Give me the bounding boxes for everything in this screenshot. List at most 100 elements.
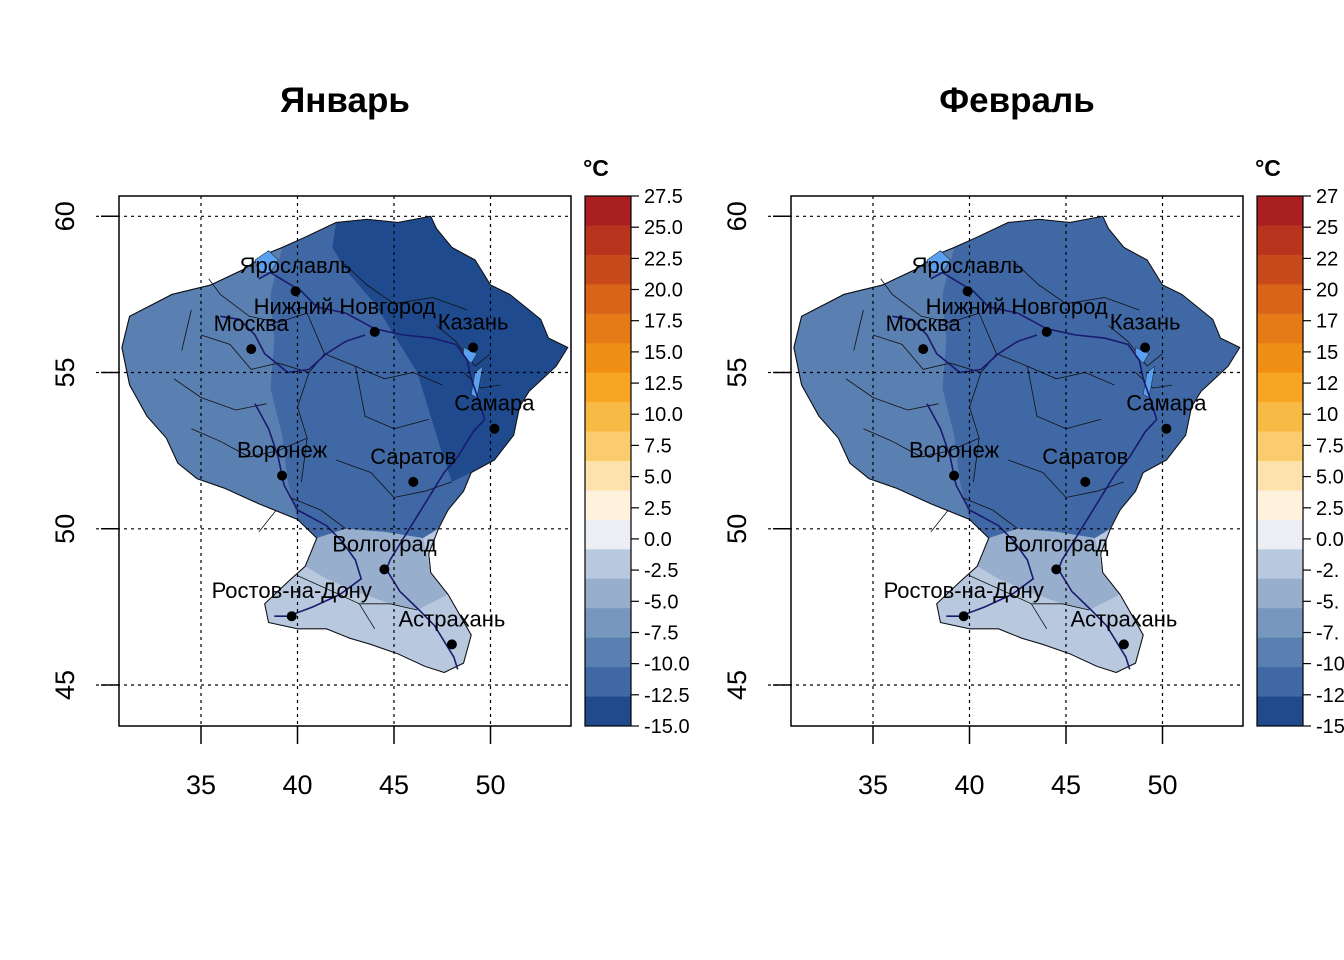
legend-swatch [1257, 402, 1303, 433]
city-marker [958, 611, 969, 622]
city-marker [369, 326, 380, 337]
city-label: Воронеж [909, 438, 1000, 463]
plot-frame [790, 195, 1244, 727]
legend-swatch [585, 254, 631, 285]
admin-border [969, 575, 1048, 630]
admin-border [1031, 603, 1090, 611]
y-tick-label: 50 [50, 514, 80, 544]
legend-tick-label: 0.0 [1316, 529, 1344, 551]
legend-tick-label: 27.5 [644, 186, 683, 208]
color-legend: 27.5 25.0 22.5 20.0 17.5 15.0 12.5 10.0 7.5 5.0 2.… [584, 186, 690, 738]
admin-border [969, 312, 997, 482]
x-tick-label: 45 [379, 770, 409, 800]
legend-tick-label: 10 [1316, 404, 1338, 426]
legend-tick-label: -2. [1316, 560, 1339, 582]
city-marker [1161, 423, 1172, 434]
region-south-mid [305, 528, 448, 610]
admin-border [872, 334, 982, 373]
admin-border [173, 378, 267, 411]
legend-tick-label: -2.5 [644, 560, 678, 582]
y-tick-label: 50 [722, 514, 752, 544]
admin-border [1135, 372, 1173, 389]
city-marker [962, 286, 973, 297]
legend-swatch [1257, 490, 1303, 521]
legend-tick-label: 20 [1316, 280, 1338, 302]
admin-border [845, 378, 939, 411]
legend-swatch [585, 519, 631, 550]
legend-tick-label: 22.5 [644, 248, 683, 270]
city-label: Москва [886, 311, 962, 336]
plot-frame [118, 195, 572, 727]
admin-border [853, 309, 864, 351]
legend-tick-label: 15 [1316, 342, 1338, 364]
y-tick-label: 45 [50, 670, 80, 700]
city-label: Волгоград [332, 531, 437, 556]
legend-swatch [1257, 284, 1303, 315]
map-area [121, 215, 569, 674]
legend-swatch [1257, 549, 1303, 580]
river [926, 403, 1035, 618]
city-marker [1080, 476, 1091, 487]
city-label: Самара [454, 391, 535, 416]
legend-swatch [1257, 696, 1303, 727]
legend-swatch [585, 196, 631, 226]
legend-swatch [1257, 461, 1303, 491]
legend-swatch [585, 696, 631, 727]
map-panel-february: Февраль 35 40 45 50 45 50 55 60 Ярославль Нижний… [722, 81, 1344, 800]
legend-swatch [585, 549, 631, 580]
legend-tick-label: 25.0 [644, 217, 683, 239]
city-label: Нижний Новгород [926, 294, 1108, 319]
admin-border [1027, 366, 1101, 430]
admin-border [880, 278, 893, 295]
city-label: Самара [1126, 391, 1207, 416]
x-tick-label: 50 [475, 770, 505, 800]
legend-swatch [1257, 343, 1303, 374]
admin-border [289, 497, 347, 530]
city-marker [286, 611, 297, 622]
admin-border [200, 334, 310, 373]
legend-swatch [1257, 431, 1303, 462]
city-marker [246, 344, 257, 355]
admin-border [996, 353, 1115, 386]
admin-border [208, 278, 221, 295]
legend-tick-label: -10 [1316, 654, 1344, 676]
legend-tick-label: 7.5 [644, 435, 672, 457]
admin-border [220, 294, 308, 323]
admin-border [324, 353, 443, 386]
legend-swatch [585, 313, 631, 344]
legend-tick-label: -10.0 [644, 654, 690, 676]
legend-tick-label: 0.0 [644, 529, 672, 551]
admin-border [297, 312, 325, 482]
city-marker [1041, 326, 1052, 337]
y-tick-label: 60 [50, 201, 80, 231]
city-marker [408, 476, 419, 487]
city-label: Саратов [370, 444, 456, 469]
city-marker [446, 639, 457, 650]
legend-swatch [585, 284, 631, 315]
x-tick-label: 45 [1051, 770, 1081, 800]
river [930, 271, 1158, 670]
legend-tick-label: -7. [1316, 623, 1339, 645]
y-tick-label: 45 [722, 670, 752, 700]
admin-border [463, 372, 501, 389]
city-label: Ярославль [912, 253, 1024, 278]
panel-title: Февраль [939, 81, 1094, 120]
x-tick-label: 35 [858, 770, 888, 800]
city-label: Нижний Новгород [254, 294, 436, 319]
region-north-east [332, 216, 568, 482]
city-label: Ростов-на-Дону [884, 578, 1044, 603]
admin-border [181, 309, 192, 351]
admin-border [258, 509, 277, 533]
city-label: Воронеж [237, 438, 328, 463]
river [254, 403, 363, 618]
y-tick-label: 55 [722, 357, 752, 387]
city-marker [1051, 564, 1062, 575]
legend-swatch [585, 578, 631, 609]
legend-swatch [1257, 313, 1303, 344]
legend-tick-label: 10.0 [644, 404, 683, 426]
legend-swatch [1257, 225, 1303, 256]
city-label: Ярославль [240, 253, 352, 278]
grid-lines [768, 196, 1243, 726]
legend-swatch [585, 402, 631, 433]
legend-tick-label: 5.0 [644, 467, 672, 489]
